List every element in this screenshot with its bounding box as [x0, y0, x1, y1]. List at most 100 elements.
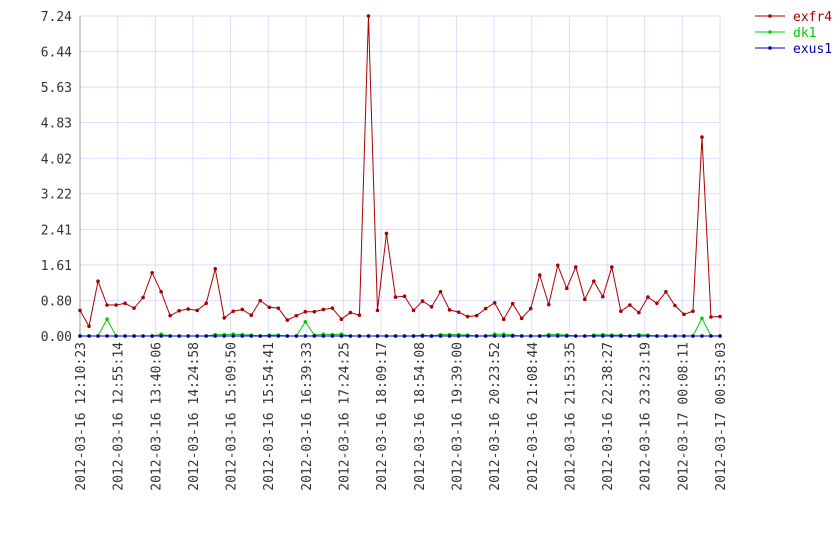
data-point	[456, 334, 461, 338]
data-point	[105, 303, 109, 307]
data-point	[384, 231, 389, 236]
data-point	[384, 334, 389, 338]
data-point	[601, 294, 605, 299]
data-point	[619, 334, 623, 338]
data-point	[447, 308, 452, 312]
data-point	[592, 334, 596, 338]
data-point	[393, 334, 398, 338]
data-point	[312, 309, 317, 314]
data-point	[357, 313, 362, 318]
data-point	[159, 334, 163, 338]
data-point	[582, 297, 587, 302]
data-point	[438, 290, 443, 294]
data-point	[709, 315, 713, 319]
data-point	[357, 334, 362, 338]
legend-label: dk1	[793, 26, 816, 41]
data-point	[321, 307, 326, 312]
y-tick-label: 0.80	[41, 295, 72, 310]
data-point	[610, 265, 614, 269]
x-tick-label: 2012-03-16 12:10:23	[74, 342, 89, 491]
data-point	[501, 334, 506, 338]
y-tick-label: 5.63	[41, 81, 72, 96]
data-point	[492, 334, 497, 338]
data-point	[285, 334, 290, 338]
data-point	[673, 303, 677, 308]
data-point	[339, 317, 344, 322]
data-point	[348, 310, 353, 315]
data-point	[447, 334, 452, 338]
series-line	[80, 317, 720, 337]
data-point	[528, 334, 533, 338]
data-point	[483, 306, 488, 311]
data-point	[114, 334, 118, 338]
data-point	[213, 267, 218, 271]
data-point	[637, 310, 641, 315]
x-tick-label: 2012-03-16 22:38:27	[601, 342, 616, 491]
x-tick-label: 2012-03-16 18:09:17	[375, 342, 390, 491]
data-point	[168, 334, 172, 338]
data-point	[78, 334, 82, 338]
data-point	[465, 314, 470, 319]
data-point	[646, 295, 650, 299]
data-point	[240, 334, 245, 338]
data-point	[348, 334, 353, 338]
data-point	[249, 313, 254, 318]
x-tick-label: 2012-03-16 23:23:19	[639, 342, 654, 491]
data-point	[465, 334, 470, 338]
y-tick-label: 4.02	[41, 152, 72, 167]
data-point	[573, 265, 578, 269]
data-point	[87, 334, 91, 338]
data-point	[276, 334, 281, 338]
series-line	[79, 15, 721, 328]
data-point	[691, 309, 695, 314]
data-point	[249, 334, 254, 338]
data-point	[177, 334, 181, 338]
data-point	[123, 334, 127, 338]
data-point	[601, 334, 605, 338]
data-point	[402, 294, 407, 299]
data-point	[195, 334, 199, 338]
y-tick-label: 7.24	[41, 10, 72, 25]
data-point	[420, 334, 425, 338]
data-point	[474, 334, 479, 338]
data-point	[222, 334, 227, 338]
data-point	[240, 307, 245, 312]
data-point	[582, 334, 587, 338]
data-point	[655, 301, 659, 306]
data-point	[186, 334, 190, 338]
x-tick-label: 2012-03-16 19:39:00	[450, 342, 465, 491]
data-point	[96, 279, 100, 283]
data-point	[276, 306, 281, 310]
data-point	[96, 334, 100, 338]
data-point	[330, 306, 335, 310]
data-point	[519, 334, 524, 338]
data-point	[123, 301, 127, 306]
x-tick-label: 2012-03-16 17:24:25	[338, 342, 353, 491]
data-point	[132, 306, 136, 310]
x-tick-label: 2012-03-16 20:23:52	[488, 342, 503, 491]
data-point	[105, 334, 109, 338]
data-point	[673, 334, 677, 338]
data-point	[411, 308, 416, 313]
data-point	[555, 263, 560, 268]
data-point	[330, 334, 335, 338]
data-point	[294, 334, 299, 338]
data-point	[546, 302, 551, 307]
y-tick-label: 0.00	[41, 330, 72, 345]
data-point	[573, 334, 578, 338]
x-tick-label: 2012-03-17 00:08:11	[676, 342, 691, 491]
data-point	[492, 301, 497, 305]
data-point	[258, 298, 263, 303]
x-tick-label: 2012-03-16 16:39:33	[300, 342, 315, 491]
data-point	[267, 334, 272, 338]
data-point	[682, 334, 686, 338]
data-point	[87, 324, 91, 329]
data-point	[438, 334, 443, 338]
data-point	[141, 295, 145, 300]
data-point	[420, 299, 425, 303]
data-point	[294, 313, 299, 318]
data-point	[312, 334, 317, 338]
data-point	[375, 308, 380, 313]
data-point	[195, 308, 199, 313]
